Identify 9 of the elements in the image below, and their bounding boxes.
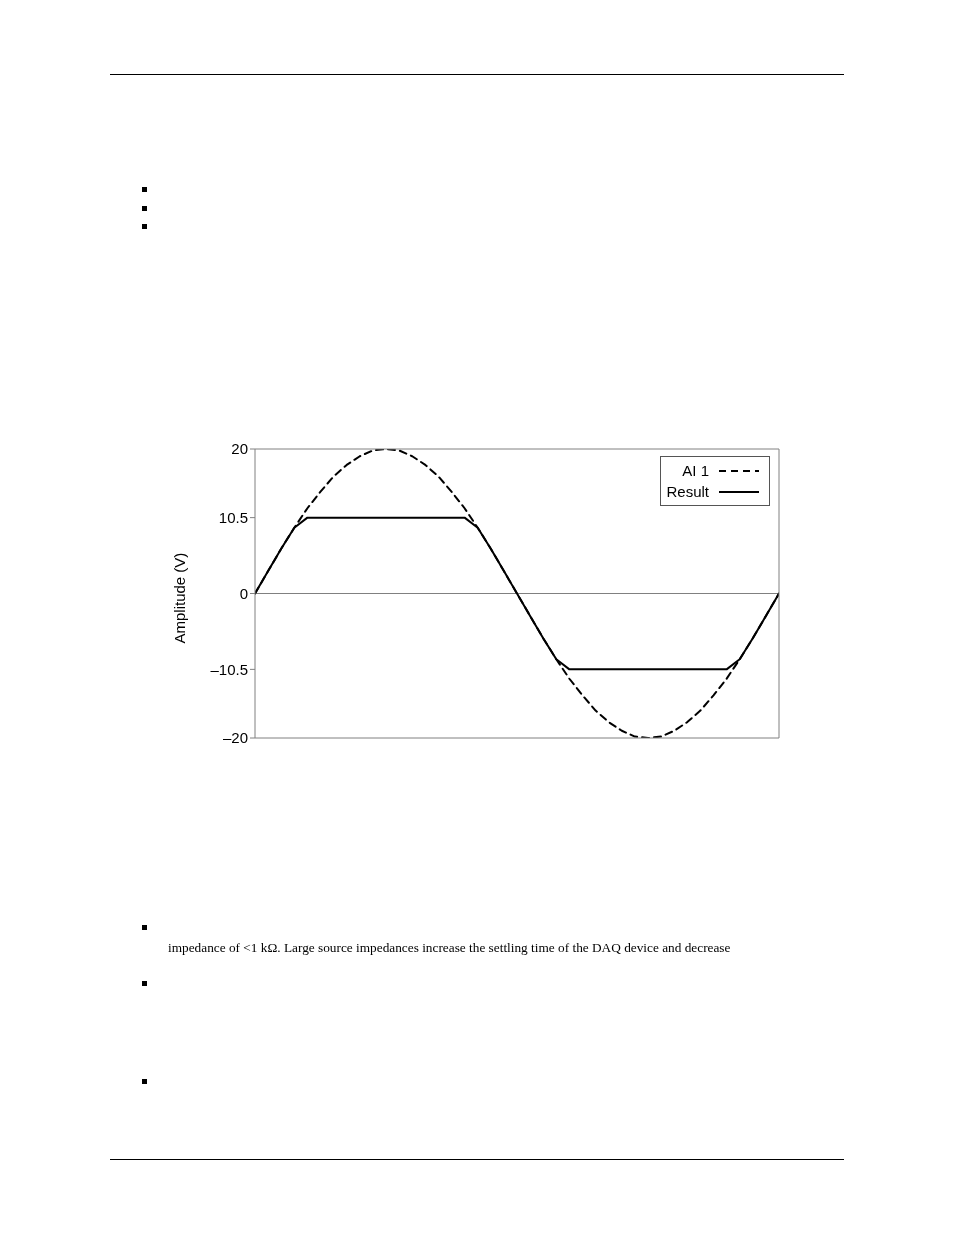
y-tick-label: –10.5 — [210, 660, 248, 678]
y-axis-title: Amplitude (V) — [171, 552, 189, 644]
y-tick-label: –20 — [222, 729, 248, 747]
y-tick-label: 20 — [231, 440, 248, 458]
text: impedance of <1 kΩ. Large source impedances increase the settling time of the DAQ device and decrease — [168, 940, 731, 956]
y-tick-label: 10.5 — [218, 508, 248, 526]
legend-label: Result — [666, 483, 709, 500]
legend-label: AI 1 — [682, 462, 709, 479]
y-tick-label: 0 — [239, 584, 248, 602]
